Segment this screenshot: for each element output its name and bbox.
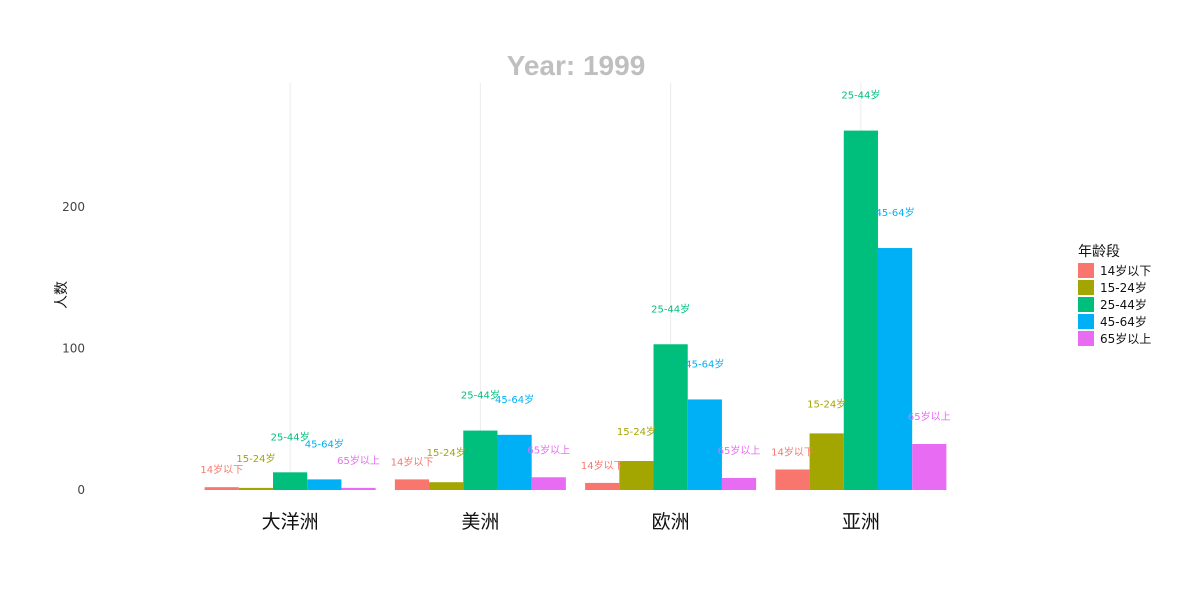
legend-item-label: 25-44岁	[1100, 297, 1147, 312]
legend-swatch	[1078, 331, 1094, 346]
legend-item-label: 65岁以上	[1100, 331, 1151, 346]
x-tick-label: 大洋洲	[262, 511, 319, 533]
bar-data-label: 65岁以上	[718, 444, 761, 457]
bar	[307, 479, 342, 490]
bar	[273, 472, 308, 490]
bar-data-label: 65岁以上	[908, 410, 951, 423]
bar-data-label: 15-24岁	[807, 397, 846, 410]
y-tick-label: 200	[62, 200, 85, 214]
bar	[687, 399, 722, 490]
bar	[394, 479, 430, 490]
y-tick-label: 0	[77, 483, 85, 497]
bar-data-label: 25-44岁	[461, 389, 500, 402]
bar	[877, 248, 913, 490]
legend-item-label: 15-24岁	[1100, 280, 1147, 295]
bar	[463, 430, 498, 490]
bar-data-label: 15-24岁	[236, 452, 275, 465]
bar	[341, 487, 376, 490]
bar	[531, 477, 566, 490]
legend-item-label: 14岁以下	[1100, 263, 1151, 278]
bar-data-label: 65岁以上	[337, 454, 380, 467]
bars	[204, 130, 947, 490]
bar	[619, 460, 654, 490]
bar	[775, 469, 810, 490]
bar-data-label: 45-64岁	[876, 206, 915, 219]
bar	[238, 487, 274, 490]
bar-data-label: 15-24岁	[617, 425, 656, 438]
bar	[429, 482, 464, 490]
y-tick-label: 100	[62, 342, 85, 356]
bar-data-label: 25-44岁	[651, 302, 690, 315]
bar-data-label: 14岁以下	[771, 445, 814, 458]
bar	[843, 130, 878, 490]
bar-data-label: 65岁以上	[527, 443, 570, 456]
gridlines	[289, 83, 862, 490]
legend-swatch	[1078, 263, 1094, 278]
bar-data-label: 45-64岁	[685, 357, 724, 370]
bar	[204, 487, 239, 490]
legend-item-label: 45-64岁	[1100, 314, 1147, 329]
x-tick-label: 欧洲	[652, 511, 690, 533]
bar	[653, 344, 688, 490]
legend-swatch	[1078, 314, 1094, 329]
legend-swatch	[1078, 280, 1094, 295]
bar	[809, 433, 844, 490]
legend-title: 年龄段	[1078, 244, 1120, 260]
y-axis-label: 人数	[54, 281, 70, 309]
bar-data-label: 25-44岁	[841, 89, 880, 102]
bar-data-label: 45-64岁	[305, 437, 344, 450]
bar	[912, 444, 947, 490]
chart-title: Year: 1999	[507, 50, 646, 81]
legend: 年龄段 14岁以下 15-24岁 25-44岁 45-64岁 65岁以上	[1078, 244, 1151, 346]
bar	[497, 434, 532, 490]
bar-data-label: 14岁以下	[200, 463, 243, 476]
legend-swatch	[1078, 297, 1094, 312]
bar	[721, 477, 757, 490]
bar-data-label: 25-44岁	[271, 430, 310, 443]
bar-data-label: 14岁以下	[391, 455, 434, 468]
bar-data-label: 45-64岁	[495, 393, 534, 406]
axes: 大洋洲 美洲 欧洲 亚洲 0 100 200	[62, 200, 880, 533]
bar-data-label: 14岁以下	[581, 459, 624, 472]
x-tick-label: 美洲	[461, 511, 499, 533]
x-tick-label: 亚洲	[842, 511, 880, 533]
bar	[585, 482, 620, 490]
bar-data-label: 15-24岁	[427, 446, 466, 459]
